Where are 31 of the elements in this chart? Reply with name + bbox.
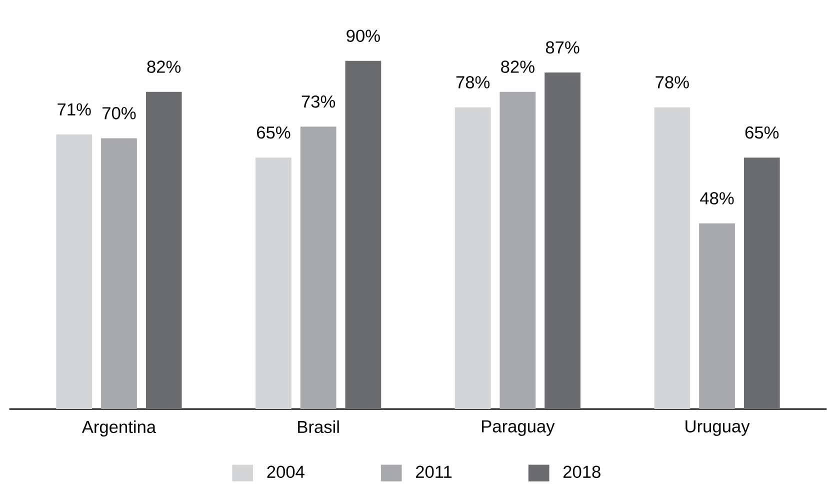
bar: [146, 92, 182, 409]
data-label: 78%: [656, 76, 689, 88]
bar: [699, 223, 735, 409]
legend-label: 2004: [267, 466, 304, 478]
bar: [454, 107, 491, 409]
x-tick-label: Brasil: [298, 420, 339, 434]
bar: [345, 60, 382, 409]
data-label: 87%: [546, 41, 580, 54]
x-tick-label: Paraguay: [482, 420, 555, 436]
data-label: 70%: [102, 107, 136, 120]
data-label: 48%: [700, 192, 734, 204]
bar: [544, 72, 580, 409]
x-tick-label: Uruguay: [686, 420, 750, 436]
data-label: 71%: [58, 103, 91, 116]
legend-label: 2018: [563, 466, 600, 478]
bar: [56, 134, 92, 409]
bar: [101, 138, 137, 409]
bar: [744, 158, 780, 409]
legend-label: 2011: [416, 466, 452, 478]
data-label: 82%: [147, 60, 181, 73]
data-label: 90%: [346, 30, 380, 42]
x-tick-label: Argentina: [82, 420, 156, 437]
data-label: 82%: [501, 60, 534, 73]
bar: [256, 158, 292, 409]
bar: [500, 92, 536, 409]
bar: [300, 126, 336, 409]
bar: [654, 107, 690, 409]
data-label: 65%: [745, 126, 779, 139]
data-label: 78%: [456, 76, 490, 88]
data-label: 73%: [302, 95, 336, 108]
data-label: 65%: [257, 126, 290, 139]
